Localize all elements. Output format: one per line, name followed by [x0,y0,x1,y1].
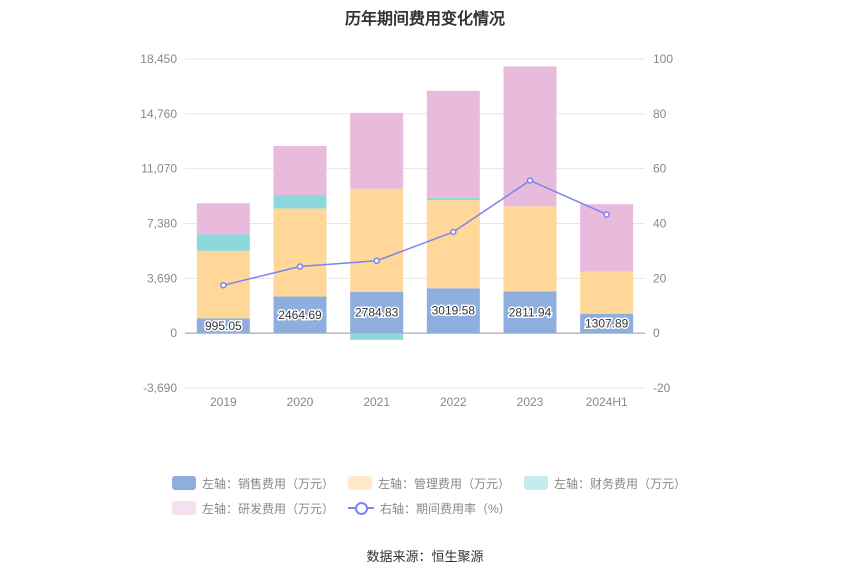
bar-segment-0-2024H1[interactable] [580,313,634,334]
bar-data-label: 1307.89 [585,316,629,330]
legend-label-rate: 右轴：期间费用率（%） [380,501,511,516]
x-axis-tick-label: 2019 [210,395,237,409]
bar-segment-3-2023[interactable] [503,66,557,207]
expense-rate-point[interactable] [220,281,227,289]
bar-segment-1-2020[interactable] [273,208,327,297]
left-axis-tick-label: 7,380 [147,217,177,231]
bar-segment-3-2019[interactable] [196,203,250,235]
chart-canvas: -3,690 0 3,690 7,380 11,070 14,760 18,450 -20 0 2… [140,52,673,409]
legend-swatch-rnd [172,501,196,515]
bar-segment-3-2021[interactable] [350,112,404,189]
right-axis-tick-label: 0 [653,326,660,340]
left-axis-tick-label: 18,450 [140,52,177,66]
legend-swatch-sales [172,476,196,490]
bar-segment-3-2020[interactable] [273,146,327,196]
x-axis-tick-label: 2020 [287,395,314,409]
legend-label-finance: 左轴：财务费用（万元） [554,476,687,491]
bar-segment-2-2022[interactable] [426,197,480,201]
legend-item-finance[interactable]: 左轴：财务费用（万元） [524,475,686,492]
bar-segment-0-2020[interactable] [273,296,327,334]
expense-rate-point[interactable] [296,263,304,270]
legend-row-2: 左轴：研发费用（万元） 右轴：期间费用率（%） [172,497,732,519]
bar-data-label: 2464.69 [278,308,322,322]
bar-segment-2-2020[interactable] [273,195,327,209]
legend-item-admin[interactable]: 左轴：管理费用（万元） [348,475,510,492]
bar-segment-2-2019[interactable] [196,234,250,251]
bar-data-label: 2784.83 [355,305,399,319]
legend-label-admin: 左轴：管理费用（万元） [378,476,511,491]
expense-rate-line [223,179,607,286]
bar-data-label: 2811.94 [509,305,552,319]
bar-segment-0-2022[interactable] [426,288,480,334]
right-axis-tick-label: 100 [653,52,673,66]
left-axis-tick-label: 0 [170,326,177,340]
legend-label-sales: 左轴：销售费用（万元） [202,476,335,491]
bar-segment-0-2021[interactable] [350,291,404,334]
chart-title: 历年期间费用变化情况 [344,11,505,28]
right-axis-tick-label: 20 [653,271,667,285]
expense-rate-point[interactable] [603,211,610,218]
right-axis-tick-label: 60 [653,162,667,176]
legend-swatch-finance [524,476,549,490]
bar-segment-1-2024H1[interactable] [580,271,634,314]
left-axis-tick-label: -3,690 [143,381,177,395]
expense-rate-point[interactable] [526,177,534,184]
bar-segment-1-2023[interactable] [503,206,557,292]
legend-row-1: 左轴：销售费用（万元） 左轴：管理费用（万元） 左轴：财务费用（万元） [172,472,732,494]
bar-segment-1-2021[interactable] [350,188,404,292]
legend-item-sales[interactable]: 左轴：销售费用（万元） [172,475,334,492]
bar-segment-0-2019[interactable] [196,318,250,334]
x-axis-tick-label: 2022 [440,395,467,409]
bar-segment-1-2022[interactable] [426,200,480,289]
bar-segment-3-2022[interactable] [426,90,480,198]
bar-data-label: 995.05 [205,319,242,333]
bar-data-label: 3019.58 [432,304,476,318]
bar-segment-0-2023[interactable] [503,291,557,334]
legend-item-rate[interactable]: 右轴：期间费用率（%） [348,500,511,517]
left-axis-tick-label: 3,690 [147,271,177,285]
x-axis-tick-label: 2023 [517,395,544,409]
data-source: 数据来源：恒生聚源 [366,549,484,564]
right-axis-tick-label: -20 [653,381,671,395]
x-axis-tick-label: 2021 [363,395,390,409]
bar-segment-2-2021[interactable] [350,333,404,340]
left-axis-tick-label: 11,070 [141,162,177,176]
legend-line-marker-icon [348,501,375,515]
chart-legend: 左轴：销售费用（万元） 左轴：管理费用（万元） 左轴：财务费用（万元） 左轴：研… [172,472,732,522]
right-axis-tick-label: 40 [653,217,667,231]
legend-swatch-admin [348,476,373,490]
expense-rate-point[interactable] [450,228,457,236]
legend-label-rnd: 左轴：研发费用（万元） [202,501,335,516]
expense-rate-point[interactable] [373,257,380,265]
x-axis-tick-label: 2024H1 [586,395,628,409]
right-axis-tick-label: 80 [653,107,667,121]
left-axis-tick-label: 14,760 [140,107,177,121]
legend-item-rnd[interactable]: 左轴：研发费用（万元） [172,500,334,517]
